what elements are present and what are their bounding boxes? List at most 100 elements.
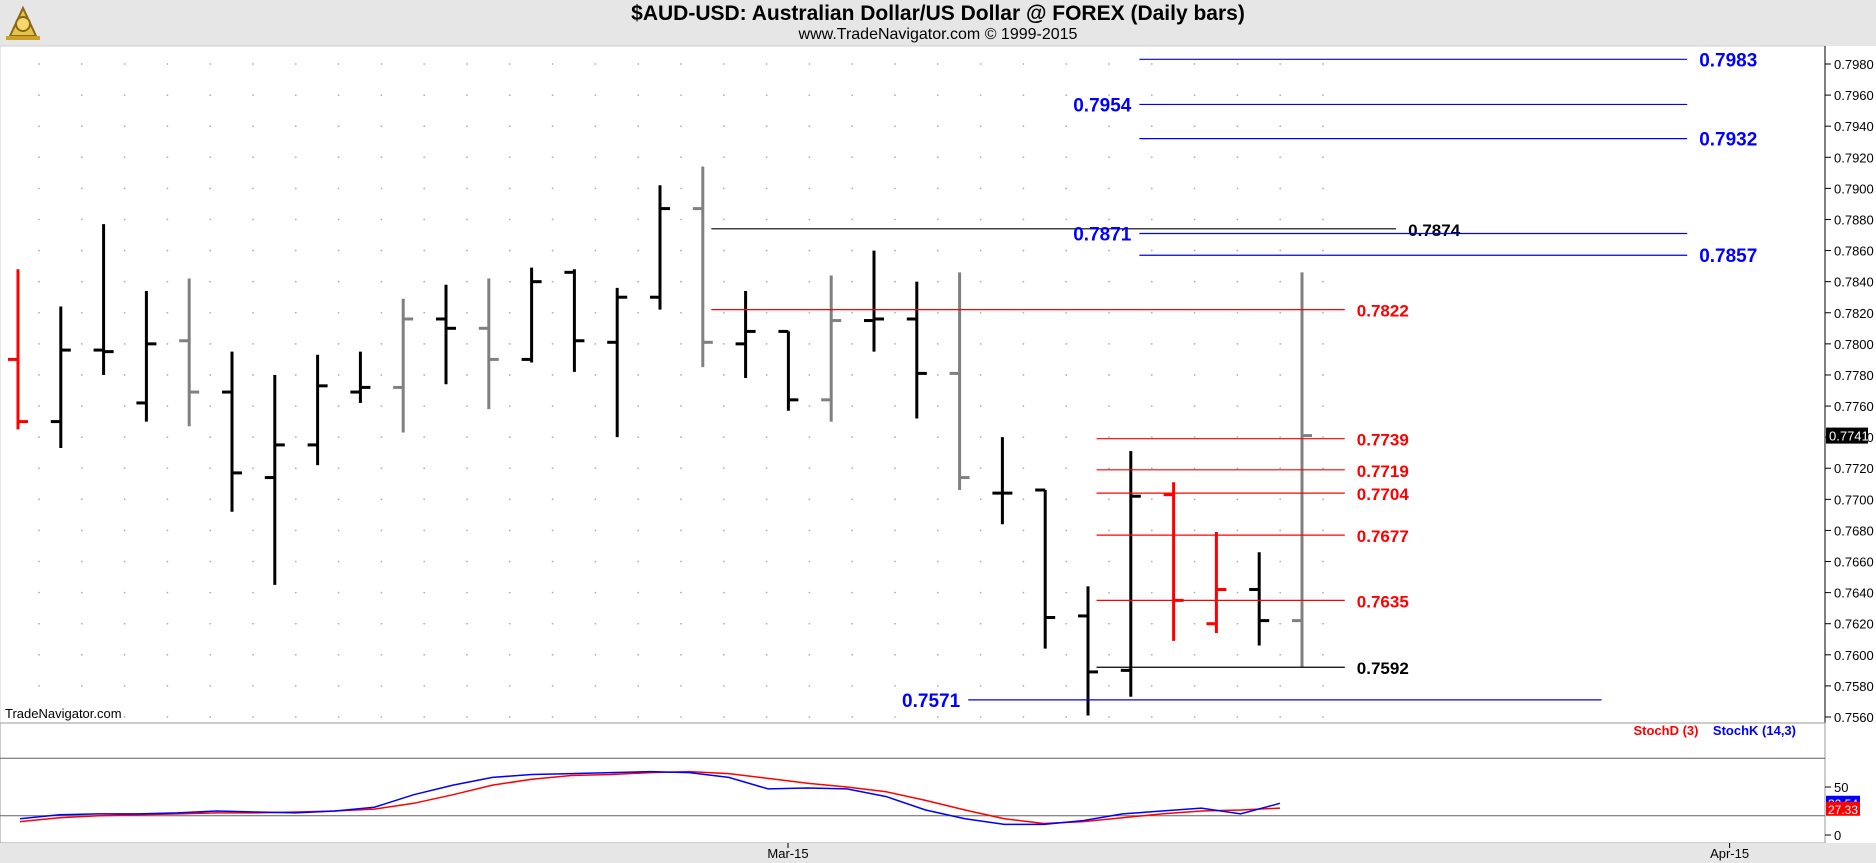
grid-dot xyxy=(294,591,297,594)
grid-dot xyxy=(166,591,169,594)
grid-dot xyxy=(80,342,83,345)
grid-dot xyxy=(337,498,340,501)
grid-dot xyxy=(637,63,640,65)
grid-dot xyxy=(380,280,383,283)
grid-dot xyxy=(894,311,896,314)
grid-dot xyxy=(1022,218,1025,221)
grid-dot xyxy=(894,560,896,563)
grid-dot xyxy=(166,187,169,190)
grid-dot xyxy=(1108,467,1110,470)
grid-dot xyxy=(1279,280,1282,283)
grid-dot xyxy=(851,436,854,439)
grid-dot xyxy=(1065,311,1068,314)
grid-dot xyxy=(1279,653,1282,656)
grid-dot xyxy=(252,125,254,128)
grid-dot xyxy=(1279,374,1282,376)
grid-dot xyxy=(808,560,811,563)
grid-dot xyxy=(551,685,554,687)
grid-dot xyxy=(637,311,640,314)
grid-dot xyxy=(851,280,854,283)
grid-dot xyxy=(294,187,297,190)
grid-dot xyxy=(252,156,254,159)
grid-dot xyxy=(594,685,597,687)
y-tick-label: 0.7600 xyxy=(1834,648,1874,663)
grid-dot xyxy=(851,685,854,687)
grid-dot xyxy=(380,249,383,252)
grid-dot xyxy=(466,94,468,96)
grid-dot xyxy=(979,187,982,190)
grid-dot xyxy=(722,716,725,718)
grid-dot xyxy=(1279,436,1282,439)
grid-dot xyxy=(1150,560,1153,563)
grid-dot xyxy=(637,187,640,190)
stochastic-tick-label: 50 xyxy=(1834,780,1848,795)
grid-dot xyxy=(594,591,597,594)
grid-dot xyxy=(209,529,212,532)
grid-dot xyxy=(894,685,896,687)
grid-dot xyxy=(1193,342,1196,345)
grid-dot xyxy=(936,529,939,532)
grid-dot xyxy=(594,187,597,190)
grid-dot xyxy=(252,311,254,314)
level-label: 0.7592 xyxy=(1357,659,1409,678)
grid-dot xyxy=(1322,218,1324,221)
grid-dot xyxy=(466,591,468,594)
grid-dot xyxy=(38,622,40,625)
grid-dot xyxy=(252,467,254,470)
y-tick-label: 0.7820 xyxy=(1834,306,1874,321)
grid-dot xyxy=(1065,94,1068,96)
grid-dot xyxy=(80,156,83,159)
y-tick-label: 0.7800 xyxy=(1834,337,1874,352)
grid-dot xyxy=(466,529,468,532)
grid-dot xyxy=(123,125,126,128)
grid-dot xyxy=(851,342,854,345)
grid-dot xyxy=(680,125,682,128)
level-label: 0.7871 xyxy=(1073,224,1132,245)
grid-dot xyxy=(466,405,468,407)
grid-dot xyxy=(637,685,640,687)
grid-dot xyxy=(1065,622,1068,625)
grid-dot xyxy=(38,374,40,376)
grid-dot xyxy=(209,311,212,314)
grid-dot xyxy=(1065,374,1068,376)
grid-dot xyxy=(1193,187,1196,190)
grid-dot xyxy=(637,342,640,345)
grid-dot xyxy=(1022,63,1025,65)
grid-dot xyxy=(1022,125,1025,128)
grid-dot xyxy=(252,529,254,532)
grid-dot xyxy=(551,125,554,128)
grid-dot xyxy=(380,560,383,563)
grid-dot xyxy=(637,436,640,439)
grid-dot xyxy=(722,653,725,656)
grid-dot xyxy=(594,218,597,221)
grid-dot xyxy=(808,311,811,314)
grid-dot xyxy=(1236,187,1239,190)
grid-dot xyxy=(80,685,83,687)
grid-dot xyxy=(423,342,426,345)
grid-dot xyxy=(80,467,83,470)
grid-dot xyxy=(380,591,383,594)
grid-dot xyxy=(1322,405,1324,407)
grid-dot xyxy=(166,405,169,407)
grid-dot xyxy=(1150,653,1153,656)
grid-dot xyxy=(123,342,126,345)
stochd-value-marker xyxy=(1826,801,1860,816)
grid-dot xyxy=(123,187,126,190)
grid-dot xyxy=(423,653,426,656)
grid-dot xyxy=(808,467,811,470)
grid-dot xyxy=(423,218,426,221)
grid-dot xyxy=(1193,125,1196,128)
grid-dot xyxy=(1022,560,1025,563)
grid-dot xyxy=(808,63,811,65)
grid-dot xyxy=(594,156,597,159)
grid-dot xyxy=(166,156,169,159)
grid-dot xyxy=(979,622,982,625)
grid-dot xyxy=(594,249,597,252)
grid-dot xyxy=(1022,249,1025,252)
grid-dot xyxy=(1236,63,1239,65)
grid-dot xyxy=(936,685,939,687)
grid-dot xyxy=(1022,685,1025,687)
grid-dot xyxy=(1236,685,1239,687)
grid-dot xyxy=(252,94,254,96)
grid-dot xyxy=(851,94,854,96)
